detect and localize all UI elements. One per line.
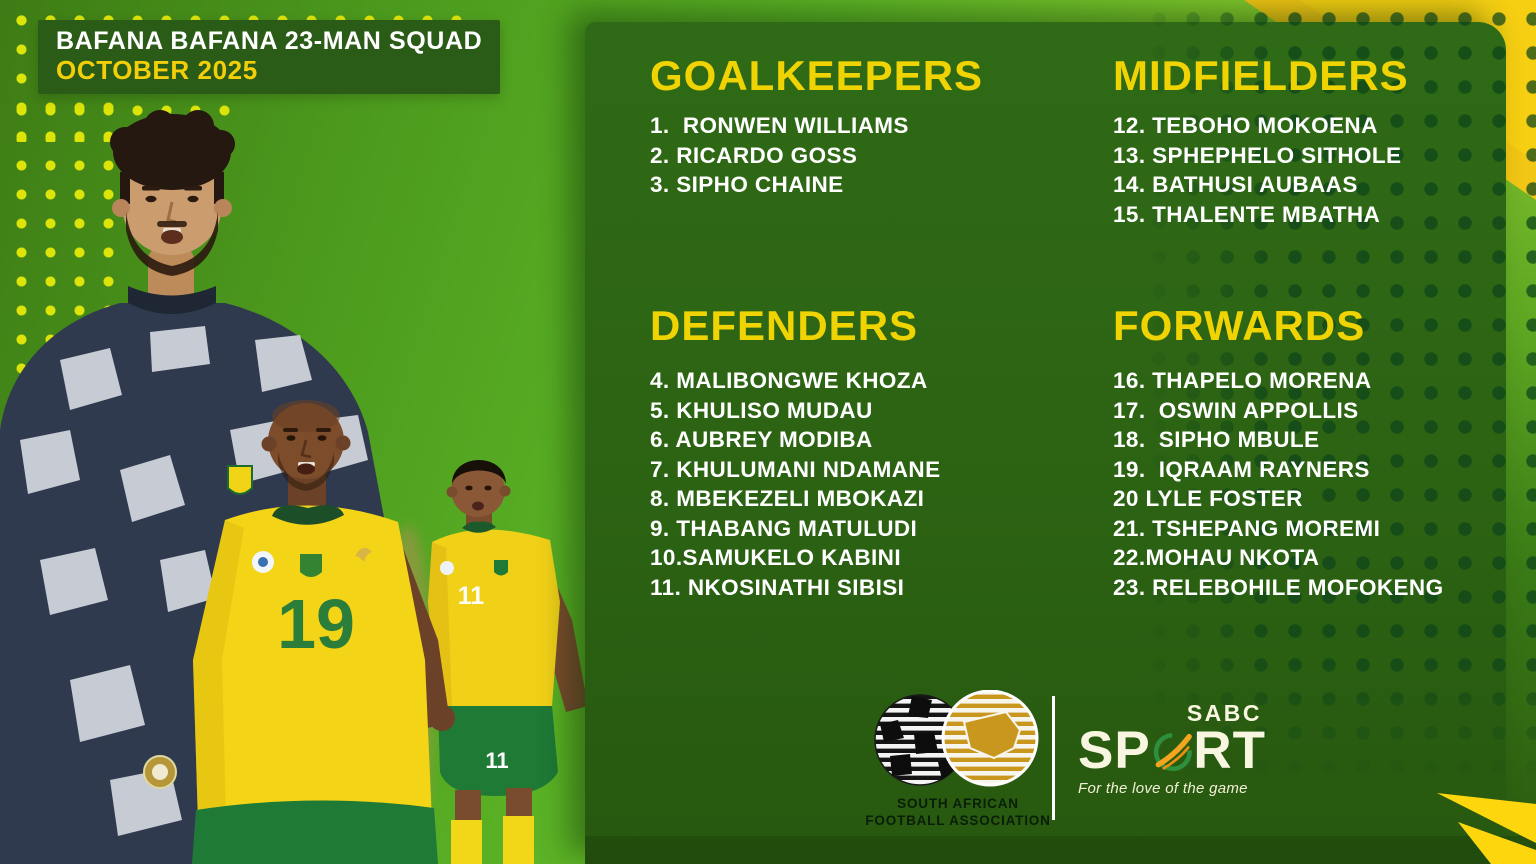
player-11-figure: 11 11 [426,460,588,864]
player-row: 11. NKOSINATHI SIBISI [650,574,905,600]
player-row: 17. OSWIN APPOLLIS [1113,397,1359,423]
yellow-dots-pattern [0,0,470,22]
player-row: 10.SAMUKELO KABINI [650,545,901,570]
player-row: 5. KHULISO MUDAU [650,397,873,423]
player-row: 2. RICARDO GOSS [650,142,858,168]
jersey-number-19: 19 [277,585,355,663]
panel-bottom-shade [585,836,1536,864]
player-row: 6. AUBREY MODIBA [650,427,873,452]
title-banner: BAFANA BAFANA 23-MAN SQUAD OCTOBER 2025 [38,20,501,94]
sabc-sport-logo: SABC SP RT For the love of the game [1078,700,1266,797]
section-heading-defenders: DEFENDERS [650,302,919,349]
shorts-number-11: 11 [485,748,508,773]
section-heading-goalkeepers: GOALKEEPERS [650,52,984,99]
player-row: 7. KHULUMANI NDAMANE [650,456,941,482]
forwards-list: 16. THAPELO MORENA 17. OSWIN APPOLLIS 18… [1113,366,1443,602]
player-row: 22.MOHAU NKOTA [1113,545,1320,570]
player-row: 20 LYLE FOSTER [1113,486,1303,511]
safa-name-line1: SOUTH AFRICAN [897,796,1019,811]
player-row: 15. THALENTE MBATHA [1113,201,1381,227]
sabc-tagline: For the love of the game [1078,780,1248,797]
player-row: 14. BATHUSI AUBAAS [1113,172,1358,197]
banner-subtitle: OCTOBER 2025 [56,55,258,85]
player-row: 3. SIPHO CHAINE [650,172,844,197]
player-row: 23. RELEBOHILE MOFOKENG [1113,574,1444,600]
player-row: 4. MALIBONGWE KHOZA [650,368,928,393]
player-row: 1. RONWEN WILLIAMS [650,113,909,138]
player-row: 19. IQRAAM RAYNERS [1113,456,1370,482]
defenders-list: 4. MALIBONGWE KHOZA 5. KHULISO MUDAU 6. … [650,366,941,602]
section-heading-midfielders: MIDFIELDERS [1113,52,1409,99]
player-row: 13. SPHEPHELO SITHOLE [1113,142,1402,168]
logo-divider [1052,696,1055,820]
goalkeepers-list: 1. RONWEN WILLIAMS 2. RICARDO GOSS 3. SI… [650,111,909,200]
sport-wordmark: SP RT [1078,723,1266,779]
player-row: 8. MBEKEZELI MBOKAZI [650,486,925,511]
section-heading-forwards: FORWARDS [1113,302,1366,349]
player-row: 21. TSHEPANG MOREMI [1113,515,1381,541]
player-row: 12. TEBOHO MOKOENA [1113,113,1378,138]
sabc-brand: SABC [1186,700,1262,726]
sport-suffix: RT [1193,721,1266,780]
player-row: 18. SIPHO MBULE [1113,427,1320,452]
player-row: 16. THAPELO MORENA [1113,368,1372,393]
safa-logo: SOUTH AFRICAN FOOTBALL ASSOCIATION [856,689,1060,829]
banner-title: BAFANA BAFANA 23-MAN SQUAD [56,27,483,55]
midfielders-list: 12. TEBOHO MOKOENA 13. SPHEPHELO SITHOLE… [1113,111,1401,229]
players-photo-illustration: 11 11 [0,110,588,864]
sabc-sport-ball-icon [1153,732,1192,772]
safa-balls-icon [874,689,1039,787]
safa-name: SOUTH AFRICAN FOOTBALL ASSOCIATION [856,795,1060,829]
jersey-number-11-chest: 11 [458,582,485,610]
player-row: 9. THABANG MATULUDI [650,515,918,541]
player-19-figure: 19 [192,400,455,864]
sport-prefix: SP [1078,721,1151,780]
safa-name-line2: FOOTBALL ASSOCIATION [865,813,1051,828]
